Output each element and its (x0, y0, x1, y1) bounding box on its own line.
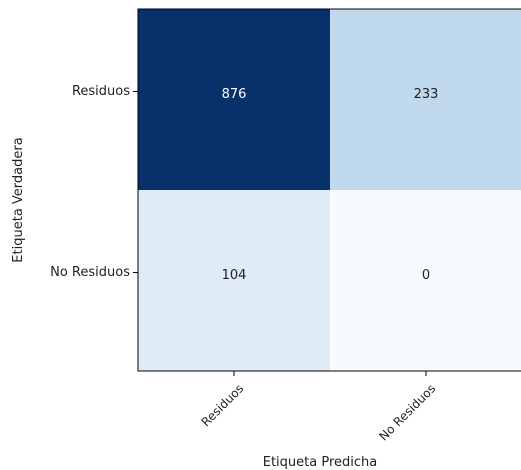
y-tick-label: Residuos (72, 84, 130, 99)
heatmap-cell (138, 190, 330, 371)
cell-value-labels: 876 233 104 0 (222, 87, 439, 283)
cell-value-label: 0 (422, 268, 430, 283)
heatmap-cells (138, 9, 521, 371)
cell-value-label: 876 (222, 87, 247, 102)
heatmap-cell (330, 190, 521, 371)
y-tick-label: No Residuos (50, 265, 130, 280)
x-tick-label: Residuos (199, 381, 247, 429)
x-axis-ticks: Residuos No Residuos (199, 371, 438, 443)
cell-value-label: 233 (414, 87, 439, 102)
x-tick-label: No Residuos (376, 381, 438, 443)
y-axis-ticks: Residuos No Residuos (50, 84, 138, 280)
y-axis-label: Etiqueta Verdadera (11, 137, 26, 262)
heatmap-cell (138, 9, 330, 190)
plot-frame (137, 8, 521, 372)
heatmap-cell (330, 9, 521, 190)
cell-value-label: 104 (222, 268, 247, 283)
x-axis-label: Etiqueta Predicha (263, 455, 378, 470)
